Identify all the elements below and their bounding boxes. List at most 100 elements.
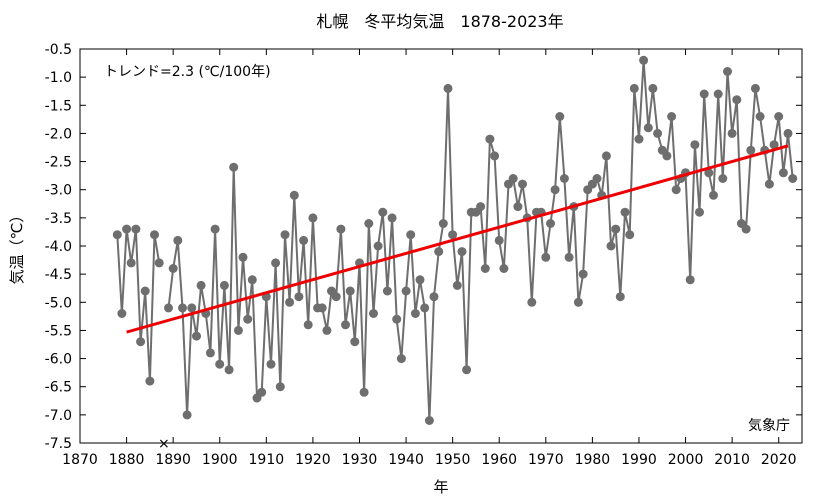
x-tick-label: 1960	[481, 452, 517, 468]
y-axis-label: 気温（℃）	[8, 208, 26, 285]
data-point	[424, 416, 434, 425]
data-point	[601, 151, 611, 161]
data-point	[778, 168, 788, 178]
y-tick-label: -2.5	[45, 155, 72, 171]
data-point	[490, 151, 500, 161]
data-point	[429, 292, 439, 302]
data-point	[578, 269, 588, 279]
data-point	[219, 280, 229, 290]
data-point	[168, 264, 178, 273]
y-tick-label: -6.5	[45, 380, 72, 396]
data-point	[620, 207, 630, 217]
data-point	[145, 376, 155, 386]
data-point	[634, 134, 644, 144]
y-tick-label: -0.5	[45, 42, 72, 58]
data-point	[480, 264, 490, 273]
data-point	[182, 410, 192, 420]
data-point	[443, 83, 453, 93]
data-point	[382, 286, 392, 296]
data-point	[713, 89, 723, 99]
data-point	[508, 174, 518, 183]
data-point	[415, 275, 425, 285]
chart-title: 札幌 冬平均気温 1878-2023年	[316, 12, 563, 31]
data-point	[783, 128, 793, 138]
data-point	[322, 325, 332, 335]
data-point	[164, 303, 173, 313]
data-point	[331, 292, 341, 302]
data-point	[406, 230, 416, 240]
x-tick-label: 2000	[668, 452, 704, 468]
data-point	[308, 213, 318, 223]
series-layer	[112, 55, 798, 425]
x-tick-label: 1940	[388, 452, 424, 468]
data-point	[788, 174, 798, 183]
data-point	[341, 320, 350, 330]
missing-marker: ×	[158, 436, 170, 452]
data-point	[285, 297, 295, 307]
data-point	[117, 309, 127, 318]
data-point	[369, 309, 378, 318]
x-tick-label: 1900	[202, 452, 238, 468]
data-point	[401, 286, 411, 296]
data-point	[695, 207, 704, 217]
data-point	[396, 354, 406, 364]
data-point	[741, 224, 751, 234]
y-tick-label: -3.0	[45, 183, 72, 199]
y-tick-label: -5.5	[45, 323, 72, 339]
data-point	[373, 241, 383, 251]
data-point	[764, 179, 774, 189]
data-point	[410, 309, 420, 318]
data-point	[131, 224, 141, 234]
data-point	[671, 185, 681, 195]
x-tick-label: 1870	[62, 452, 98, 468]
data-point	[280, 230, 290, 240]
data-point	[192, 331, 201, 341]
data-point	[639, 55, 649, 65]
data-point	[611, 224, 621, 234]
data-point	[317, 303, 327, 313]
trend-line	[126, 144, 789, 334]
data-point	[448, 230, 458, 240]
data-point	[289, 190, 299, 200]
y-axis-label-text: 気温（℃）	[8, 208, 26, 285]
data-point	[336, 224, 346, 234]
x-tick-label: 1880	[109, 452, 145, 468]
x-tick-label: 1980	[575, 452, 611, 468]
x-tick-label: 1990	[621, 452, 657, 468]
data-point	[210, 224, 220, 234]
data-point	[769, 140, 779, 150]
data-point	[746, 145, 756, 155]
data-point	[709, 190, 718, 200]
data-point	[299, 235, 309, 245]
data-point	[257, 387, 267, 397]
data-point	[233, 325, 243, 335]
y-tick-label: -3.5	[45, 211, 72, 227]
data-point	[606, 241, 616, 251]
data-point	[462, 365, 472, 375]
trend-annotation: トレンド=2.3 (℃/100年)	[104, 64, 271, 80]
data-point	[243, 314, 253, 324]
data-point	[205, 348, 215, 358]
data-point	[196, 280, 206, 290]
data-point	[271, 258, 281, 268]
y-axis-ticks: -7.5 -7.0 -6.5 -6.0 -5.5 -5.0 -4.5 -4.0 -3.5 -3.0…	[45, 42, 802, 452]
x-axis-ticks: 1870 1880 1890 1900 1910 1920 1930 1940 1950 1960…	[62, 49, 797, 468]
data-point	[662, 151, 672, 161]
x-tick-label: 1950	[435, 452, 471, 468]
data-point	[732, 95, 742, 105]
data-point	[550, 185, 560, 195]
plot-frame	[79, 48, 803, 444]
data-point	[774, 112, 784, 121]
data-point	[573, 297, 583, 307]
data-point	[704, 168, 714, 178]
data-point	[667, 112, 677, 121]
data-point	[247, 275, 257, 285]
data-point	[303, 320, 313, 330]
data-point	[359, 387, 369, 397]
data-point	[452, 280, 462, 290]
trend-layer	[126, 144, 789, 334]
data-point	[173, 235, 183, 245]
y-tick-label: -5.0	[45, 295, 72, 311]
data-point	[555, 112, 565, 121]
data-point	[755, 112, 765, 121]
